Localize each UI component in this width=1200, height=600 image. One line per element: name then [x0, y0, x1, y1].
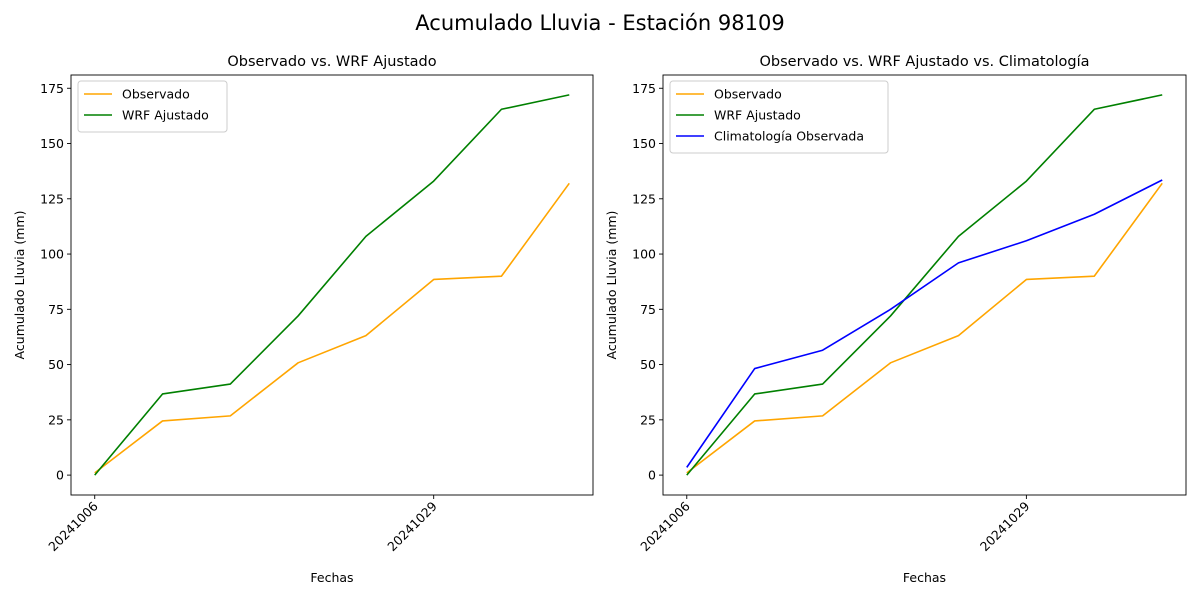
- y-tick-label: 125: [632, 191, 656, 206]
- series-line-1: [686, 94, 1163, 476]
- legend-box: [77, 80, 228, 133]
- chart-panel-right: Observado vs. WRF Ajustado vs. Climatolo…: [604, 54, 1187, 585]
- legend: Observado WRF Ajustado: [77, 80, 228, 133]
- chart-title: Observado vs. WRF Ajustado: [227, 54, 436, 70]
- chart-panel-left: Observado vs. WRF Ajustado 0 25 50 75 100 125 1…: [12, 54, 594, 585]
- y-tick-label: 75: [48, 302, 64, 317]
- y-axis-label: Acumulado Lluvia (mm): [12, 211, 27, 360]
- x-tick-label: 20241006: [637, 498, 693, 554]
- y-tick-label: 100: [40, 247, 64, 262]
- y-tick-label: 150: [40, 136, 64, 151]
- legend-box: [669, 80, 889, 154]
- x-axis-label: Fechas: [310, 570, 353, 585]
- figure-suptitle: Acumulado Lluvia - Estación 98109: [415, 11, 784, 35]
- y-tick-label: 175: [632, 81, 656, 96]
- y-tick-label: 25: [48, 412, 64, 427]
- x-tick-label: 20241029: [384, 498, 440, 554]
- y-axis-label: Acumulado Lluvia (mm): [604, 211, 619, 360]
- y-tick-label: 125: [40, 191, 64, 206]
- chart-title: Observado vs. WRF Ajustado vs. Climatolo…: [760, 54, 1090, 70]
- series-line-1: [94, 94, 570, 476]
- y-tick-label: 50: [48, 357, 64, 372]
- legend-label-0: Observado: [714, 87, 782, 102]
- legend: Observado WRF Ajustado Climatología Observ…: [669, 80, 889, 154]
- plot-frame: [70, 74, 594, 496]
- y-tick-label: 175: [40, 81, 64, 96]
- series-line-2: [686, 179, 1163, 468]
- series-line-0: [686, 182, 1163, 474]
- x-tick-label: 20241006: [45, 498, 101, 554]
- y-tick-label: 25: [640, 412, 656, 427]
- series-line-0: [94, 182, 570, 474]
- y-tick-label: 75: [640, 302, 656, 317]
- y-tick-label: 100: [632, 247, 656, 262]
- plot-frame: [662, 74, 1187, 496]
- y-tick-label: 50: [640, 357, 656, 372]
- x-axis-label: Fechas: [903, 570, 946, 585]
- legend-label-2: Climatología Observada: [714, 129, 864, 144]
- y-tick-label: 0: [648, 468, 656, 483]
- legend-label-1: WRF Ajustado: [714, 108, 801, 123]
- y-tick-label: 150: [632, 136, 656, 151]
- legend-label-1: WRF Ajustado: [122, 108, 209, 123]
- y-tick-label: 0: [56, 468, 64, 483]
- legend-label-0: Observado: [122, 87, 190, 102]
- x-tick-label: 20241029: [977, 498, 1033, 554]
